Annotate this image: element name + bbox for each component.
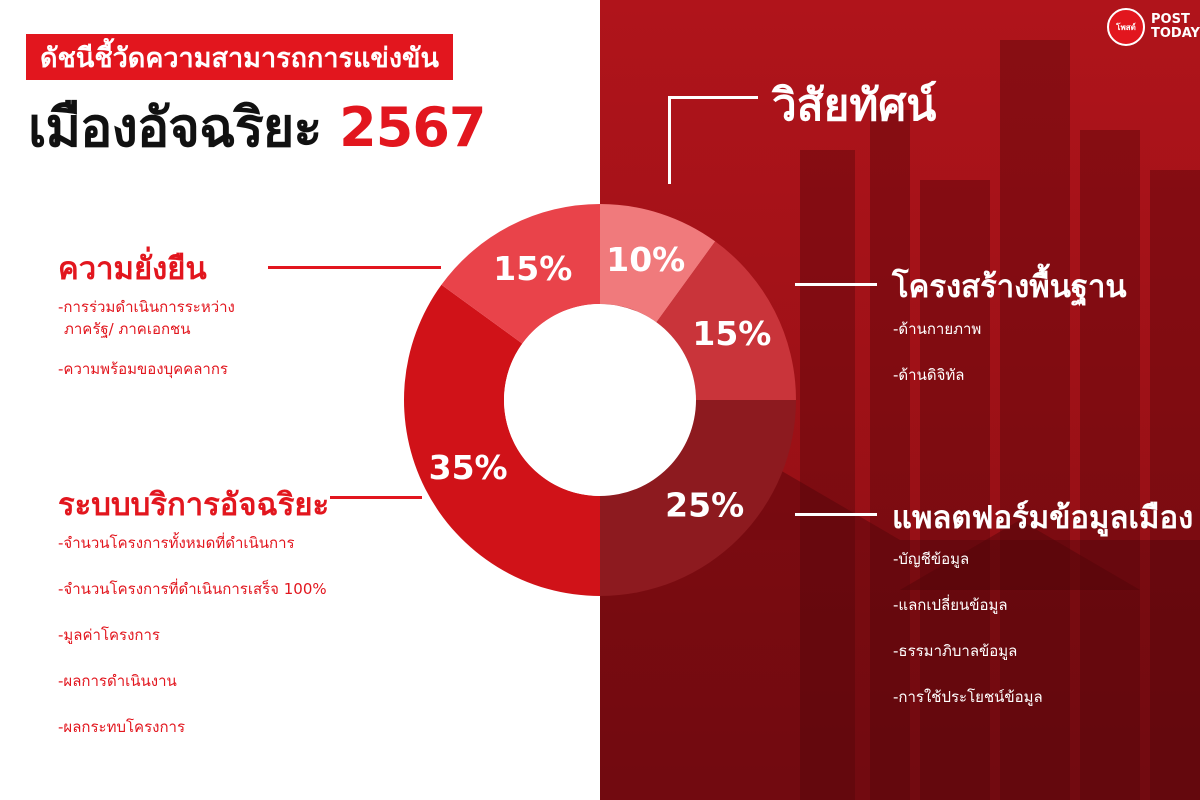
list-item: -มูลค่าโครงการ [58,626,160,644]
donut-slice [441,204,600,344]
category-vision: วิสัยทัศน์ [772,80,937,131]
donut-slice [404,284,600,596]
logo-mark: โพสต์ [1107,8,1145,46]
sustainability-connector [268,266,441,269]
infrastructure-connector [795,283,877,286]
list-item: -การร่วมดำเนินการระหว่าง [58,298,235,316]
infrastructure-list: -ด้านกายภาพ -ด้านดิจิทัล [893,318,981,386]
list-item: -ผลกระทบโครงการ [58,718,186,736]
posttoday-logo: โพสต์ POST TODAY [1107,8,1200,46]
vision-connector-vertical [668,96,671,184]
list-item: -ด้านดิจิทัล [893,366,965,384]
donut-hole [504,304,696,496]
slice-label: 15% [493,249,572,288]
slice-label: 15% [692,314,771,353]
list-item: -ความพร้อมของบุคคลากร [58,360,228,378]
subtitle-banner: ดัชนีชี้วัดความสามารถการแข่งขัน [26,34,453,80]
list-item: -ผลการดำเนินงาน [58,672,177,690]
sustainability-list: -การร่วมดำเนินการระหว่าง ภาครัฐ/ ภาคเอกช… [58,296,235,380]
city-background [600,0,1200,800]
list-item: -จำนวนโครงการที่ดำเนินการเสร็จ 100% [58,580,327,598]
data-platform-connector [795,513,877,516]
category-data-platform: แพลตฟอร์มข้อมูลเมือง [892,500,1194,536]
title-year: 2567 [339,96,486,159]
logo-line-2: TODAY [1151,26,1200,41]
smart-services-list: -จำนวนโครงการทั้งหมดที่ดำเนินการ -จำนวนโ… [58,532,327,738]
subtitle: ดัชนีชี้วัดความสามารถการแข่งขัน [40,42,439,74]
category-sustainability: ความยั่งยืน [58,251,207,287]
vision-connector-horizontal [668,96,758,99]
list-item: -การใช้ประโยชน์ข้อมูล [893,688,1043,706]
logo-line-1: POST [1151,12,1190,27]
page-title: เมืองอัจฉริยะ 2567 [28,84,486,170]
list-item: ภาครัฐ/ ภาคเอกชน [64,320,191,338]
list-item: -ธรรมาภิบาลข้อมูล [893,642,1018,660]
donut-slice [656,241,796,400]
data-platform-list: -บัญชีข้อมูล -แลกเปลี่ยนข้อมูล -ธรรมาภิบ… [893,548,1043,708]
list-item: -แลกเปลี่ยนข้อมูล [893,596,1008,614]
category-infrastructure: โครงสร้างพื้นฐาน [892,269,1127,305]
slice-label: 35% [429,448,508,487]
title-text: เมืองอัจฉริยะ [28,96,322,159]
smart-services-connector [330,496,422,499]
list-item: -จำนวนโครงการทั้งหมดที่ดำเนินการ [58,534,295,552]
category-smart-services: ระบบบริการอัจฉริยะ [58,487,330,523]
donut-slice [600,400,796,596]
list-item: -บัญชีข้อมูล [893,550,970,568]
list-item: -ด้านกายภาพ [893,320,982,338]
slice-label: 25% [665,486,744,525]
donut-slice [600,204,716,323]
slice-label: 10% [606,240,685,279]
